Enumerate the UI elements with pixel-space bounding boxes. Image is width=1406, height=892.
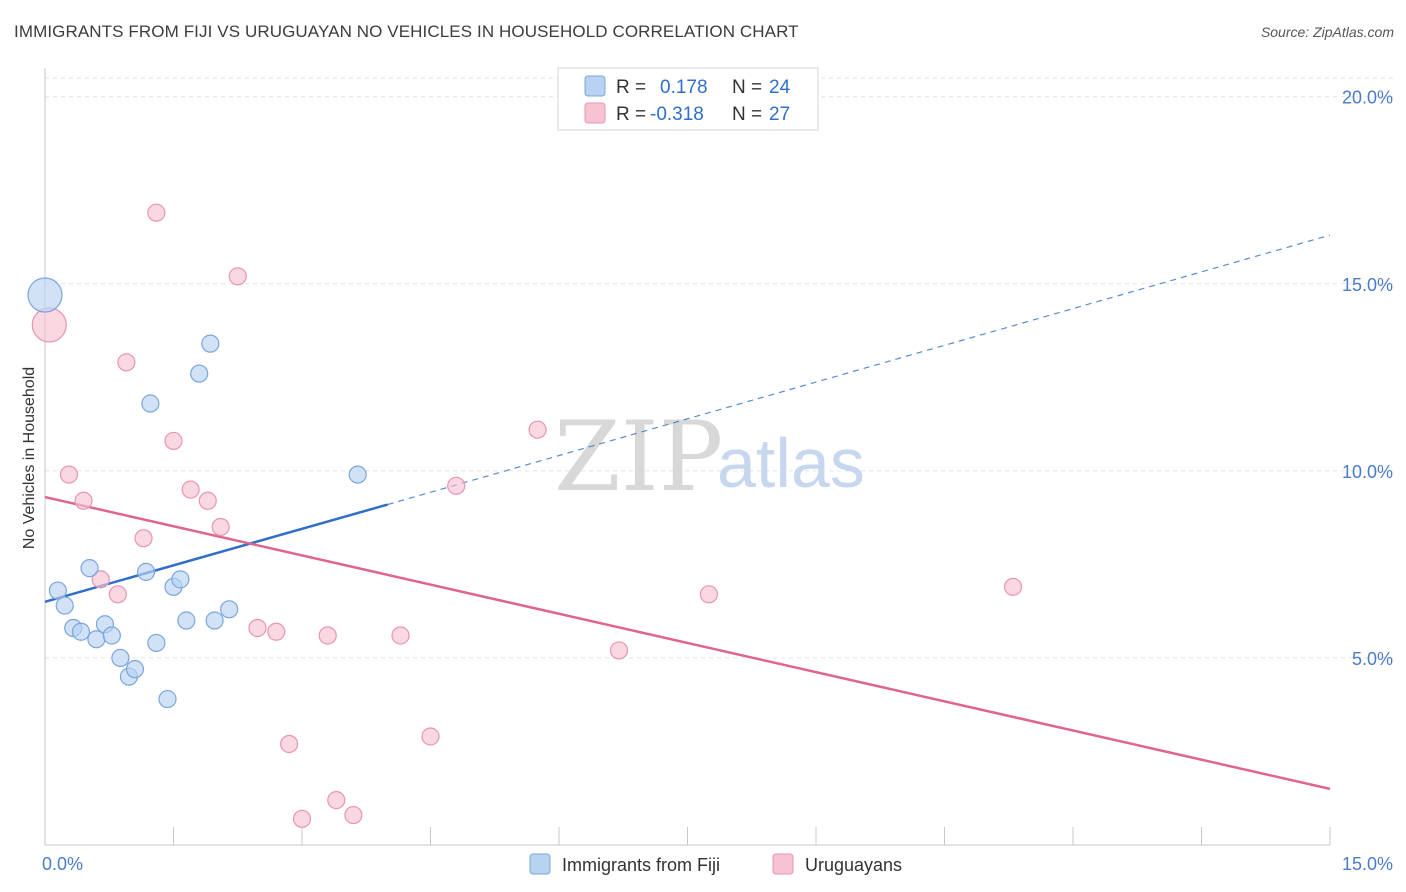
- uruguayan-point: [1003, 577, 1023, 596]
- watermark-atlas: atlas: [717, 424, 865, 502]
- uruguayan-point: [91, 570, 110, 589]
- uruguayan-point: [699, 585, 719, 604]
- series-legend-uru-label: Uruguayans: [805, 855, 902, 875]
- y-tick-label: 10.0%: [1342, 462, 1393, 482]
- uruguayan-point: [198, 491, 217, 510]
- uruguayan-trend-line: [44, 495, 1331, 791]
- y-tick-label: 5.0%: [1352, 649, 1393, 669]
- fiji-point: [125, 660, 145, 679]
- fiji-point: [136, 562, 156, 581]
- legend-fiji-n-label: N =: [732, 77, 762, 98]
- grid-lines: [45, 77, 1395, 659]
- fiji-point: [190, 364, 209, 383]
- series-legend-uru-swatch: [772, 853, 794, 875]
- watermark: ZIP atlas: [554, 401, 865, 513]
- fiji-point: [111, 648, 130, 668]
- uruguayan-point: [211, 517, 230, 537]
- data-points: [27, 203, 1023, 828]
- uruguayan-point: [447, 476, 466, 495]
- uruguayan-point: [228, 267, 247, 286]
- uruguayan-point: [108, 585, 127, 604]
- uruguayan-point: [164, 431, 183, 451]
- uruguayan-point: [292, 809, 312, 828]
- fiji-point: [147, 633, 166, 653]
- legend-uru-r-label: R =: [616, 104, 646, 125]
- watermark-zip: ZIP: [554, 401, 723, 513]
- legend-uru-n-label: N =: [732, 104, 762, 125]
- uruguayan-point: [421, 727, 440, 746]
- fiji-point: [158, 689, 177, 709]
- legend-fiji-r-label: R =: [616, 77, 646, 98]
- uruguayan-point: [267, 622, 286, 641]
- legend-uru-n-value: 27: [769, 104, 790, 125]
- x-tick-label: 0.0%: [42, 854, 83, 874]
- uruguayan-point: [391, 626, 410, 645]
- uruguayan-point: [248, 618, 267, 638]
- y-tick-label: 15.0%: [1342, 275, 1393, 295]
- axes: 5.0% 10.0% 15.0% 20.0% 0.0% 15.0%: [42, 68, 1393, 874]
- uruguayan-point: [117, 353, 136, 372]
- fiji-point: [220, 600, 239, 619]
- source-credit: Source: ZipAtlas.com: [1260, 24, 1394, 40]
- fiji-point: [48, 581, 67, 600]
- fiji-trend-extension: [387, 234, 1331, 506]
- uruguayan-point: [31, 307, 67, 343]
- legend-uru-swatch: [584, 102, 606, 124]
- fiji-point: [141, 394, 160, 413]
- uruguayan-point: [344, 805, 363, 825]
- correlation-legend: R = 0.178 N = 24 R = -0.318 N = 27: [557, 67, 819, 131]
- uruguayan-point: [528, 420, 547, 439]
- uruguayan-point: [74, 491, 93, 510]
- uruguayan-point: [318, 626, 337, 645]
- y-tick-label: 20.0%: [1342, 88, 1393, 108]
- legend-fiji-r-value: 0.178: [660, 77, 708, 98]
- uruguayan-point: [327, 791, 346, 810]
- fiji-point: [71, 622, 91, 641]
- fiji-point: [87, 630, 106, 649]
- uruguayan-point: [280, 734, 299, 754]
- fiji-point: [177, 611, 196, 630]
- chart-title: IMMIGRANTS FROM FIJI VS URUGUAYAN NO VEH…: [14, 22, 799, 41]
- fiji-point: [102, 626, 121, 645]
- x-tick-label: 15.0%: [1342, 854, 1393, 874]
- legend-uru-r-value: -0.318: [650, 104, 704, 125]
- fiji-point: [171, 570, 190, 589]
- fiji-point: [205, 611, 224, 630]
- uruguayan-point: [134, 529, 153, 548]
- uruguayan-point: [181, 480, 200, 499]
- fiji-point: [348, 465, 367, 484]
- uruguayan-point: [147, 203, 166, 222]
- y-axis-label: No Vehicles in Household: [21, 367, 38, 549]
- fiji-point: [27, 277, 63, 313]
- uruguayan-point: [59, 465, 79, 484]
- series-legend-fiji-swatch: [529, 853, 551, 875]
- uruguayan-point: [609, 641, 629, 660]
- series-legend-fiji-label: Immigrants from Fiji: [562, 855, 720, 875]
- fiji-point: [201, 334, 220, 353]
- fiji-point: [80, 559, 99, 578]
- fiji-point: [55, 596, 74, 615]
- legend-fiji-n-value: 24: [769, 77, 791, 98]
- series-legend: Immigrants from Fiji Uruguayans: [529, 853, 902, 875]
- legend-fiji-swatch: [584, 75, 606, 97]
